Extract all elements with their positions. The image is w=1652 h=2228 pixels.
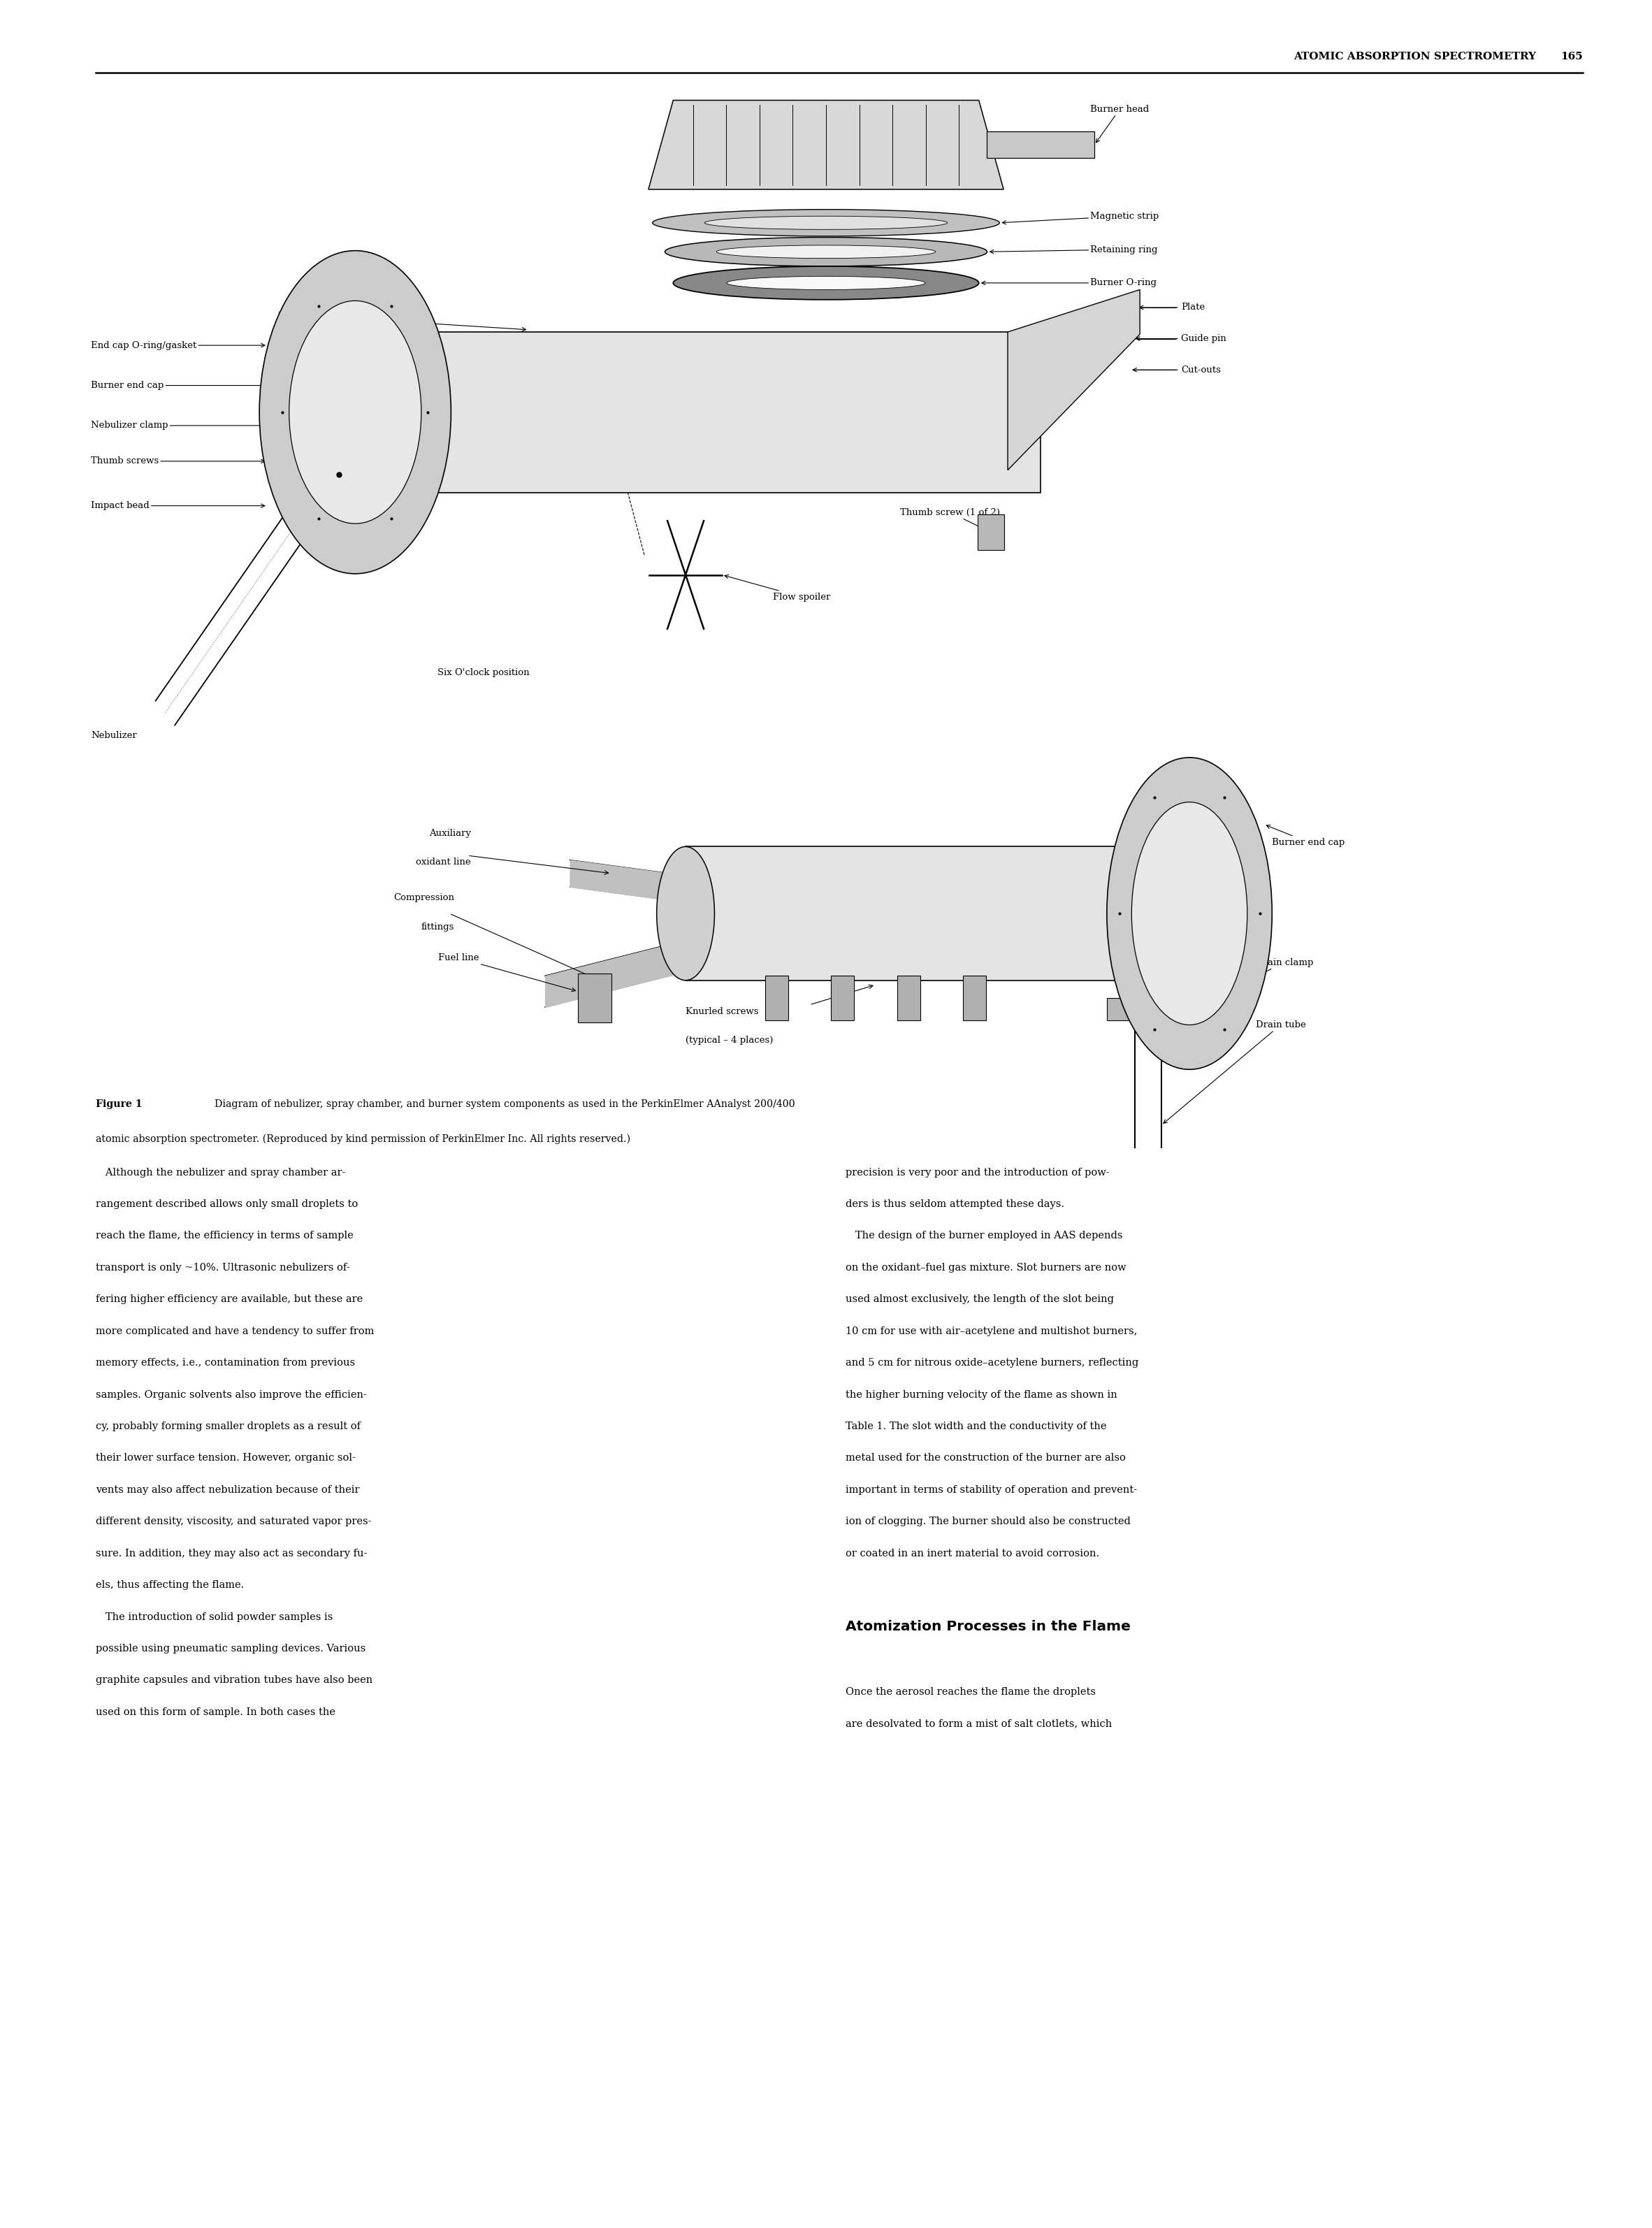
Ellipse shape bbox=[1132, 802, 1247, 1025]
Ellipse shape bbox=[289, 301, 421, 524]
Text: ion of clogging. The burner should also be constructed: ion of clogging. The burner should also … bbox=[846, 1517, 1132, 1526]
Text: Drain clamp: Drain clamp bbox=[1193, 958, 1313, 1007]
Ellipse shape bbox=[704, 216, 947, 229]
Text: Magnetic strip: Magnetic strip bbox=[1003, 212, 1160, 225]
Bar bbox=[978, 515, 1004, 550]
Text: or coated in an inert material to avoid corrosion.: or coated in an inert material to avoid … bbox=[846, 1548, 1100, 1557]
Bar bbox=[765, 976, 788, 1020]
Text: els, thus affecting the flame.: els, thus affecting the flame. bbox=[96, 1580, 244, 1591]
Ellipse shape bbox=[674, 267, 978, 301]
Text: Burner O-ring: Burner O-ring bbox=[981, 278, 1156, 287]
Text: The design of the burner employed in AAS depends: The design of the burner employed in AAS… bbox=[846, 1230, 1123, 1241]
Text: Thumb screws: Thumb screws bbox=[91, 457, 264, 466]
Ellipse shape bbox=[727, 276, 925, 290]
Ellipse shape bbox=[656, 847, 714, 980]
Polygon shape bbox=[648, 100, 1004, 189]
Text: Table 1. The slot width and the conductivity of the: Table 1. The slot width and the conducti… bbox=[846, 1421, 1107, 1430]
Polygon shape bbox=[686, 847, 1189, 980]
Text: transport is only ~10%. Ultrasonic nebulizers of-: transport is only ~10%. Ultrasonic nebul… bbox=[96, 1263, 350, 1272]
Text: Fuel line: Fuel line bbox=[438, 954, 575, 991]
Text: Atomization Processes in the Flame: Atomization Processes in the Flame bbox=[846, 1620, 1132, 1633]
Ellipse shape bbox=[259, 252, 451, 575]
Text: Six O'clock position: Six O'clock position bbox=[438, 668, 530, 677]
Text: The introduction of solid powder samples is: The introduction of solid powder samples… bbox=[96, 1613, 334, 1622]
Ellipse shape bbox=[653, 209, 999, 236]
Text: reach the flame, the efficiency in terms of sample: reach the flame, the efficiency in terms… bbox=[96, 1230, 354, 1241]
Text: used almost exclusively, the length of the slot being: used almost exclusively, the length of t… bbox=[846, 1294, 1113, 1303]
Text: important in terms of stability of operation and prevent-: important in terms of stability of opera… bbox=[846, 1486, 1137, 1495]
Text: Retaining ring: Retaining ring bbox=[990, 245, 1158, 254]
Text: Figure 1: Figure 1 bbox=[96, 1101, 142, 1110]
Text: more complicated and have a tendency to suffer from: more complicated and have a tendency to … bbox=[96, 1326, 375, 1337]
Text: cy, probably forming smaller droplets as a result of: cy, probably forming smaller droplets as… bbox=[96, 1421, 360, 1430]
Bar bbox=[963, 976, 986, 1020]
Text: ATOMIC ABSORPTION SPECTROMETRY: ATOMIC ABSORPTION SPECTROMETRY bbox=[1294, 51, 1536, 62]
Bar bbox=[897, 976, 920, 1020]
Text: Auxiliary: Auxiliary bbox=[430, 829, 471, 838]
Ellipse shape bbox=[717, 245, 935, 258]
Text: Plate: Plate bbox=[1181, 303, 1204, 312]
Text: Burner end cap: Burner end cap bbox=[91, 381, 264, 390]
Text: (typical – 4 places): (typical – 4 places) bbox=[686, 1036, 773, 1045]
Text: 10 cm for use with air–acetylene and multishot burners,: 10 cm for use with air–acetylene and mul… bbox=[846, 1326, 1138, 1337]
Text: Flow spoiler: Flow spoiler bbox=[725, 575, 831, 602]
Text: ders is thus seldom attempted these days.: ders is thus seldom attempted these days… bbox=[846, 1199, 1064, 1210]
Ellipse shape bbox=[322, 332, 388, 492]
Text: and 5 cm for nitrous oxide–acetylene burners, reflecting: and 5 cm for nitrous oxide–acetylene bur… bbox=[846, 1359, 1138, 1368]
Text: on the oxidant–fuel gas mixture. Slot burners are now: on the oxidant–fuel gas mixture. Slot bu… bbox=[846, 1263, 1127, 1272]
Text: sure. In addition, they may also act as secondary fu-: sure. In addition, they may also act as … bbox=[96, 1548, 367, 1557]
Text: possible using pneumatic sampling devices. Various: possible using pneumatic sampling device… bbox=[96, 1644, 365, 1653]
Text: graphite capsules and vibration tubes have also been: graphite capsules and vibration tubes ha… bbox=[96, 1675, 373, 1684]
Polygon shape bbox=[1008, 290, 1140, 470]
Text: samples. Organic solvents also improve the efficien-: samples. Organic solvents also improve t… bbox=[96, 1390, 367, 1399]
Bar bbox=[831, 976, 854, 1020]
Ellipse shape bbox=[664, 238, 988, 267]
Text: fering higher efficiency are available, but these are: fering higher efficiency are available, … bbox=[96, 1294, 363, 1303]
Polygon shape bbox=[355, 332, 1041, 492]
Text: their lower surface tension. However, organic sol-: their lower surface tension. However, or… bbox=[96, 1453, 355, 1464]
Text: Although the nebulizer and spray chamber ar-: Although the nebulizer and spray chamber… bbox=[96, 1167, 345, 1176]
Bar bbox=[1107, 998, 1189, 1020]
Text: Burner end cap: Burner end cap bbox=[1267, 824, 1345, 847]
Text: atomic absorption spectrometer. (Reproduced by kind permission of PerkinElmer In: atomic absorption spectrometer. (Reprodu… bbox=[96, 1134, 631, 1145]
Text: Nebulizer clamp: Nebulizer clamp bbox=[91, 421, 264, 430]
Text: used on this form of sample. In both cases the: used on this form of sample. In both cas… bbox=[96, 1707, 335, 1718]
Text: Impact bead: Impact bead bbox=[91, 501, 264, 510]
Text: Knurled screws: Knurled screws bbox=[686, 1007, 758, 1016]
Text: Compression: Compression bbox=[393, 893, 454, 902]
Ellipse shape bbox=[1107, 758, 1272, 1069]
Text: Burner head: Burner head bbox=[1090, 105, 1150, 143]
Text: memory effects, i.e., contamination from previous: memory effects, i.e., contamination from… bbox=[96, 1359, 355, 1368]
Text: 165: 165 bbox=[1561, 51, 1583, 62]
Text: Cut-outs: Cut-outs bbox=[1181, 365, 1221, 374]
Text: rangement described allows only small droplets to: rangement described allows only small dr… bbox=[96, 1199, 358, 1210]
Polygon shape bbox=[988, 131, 1095, 158]
Text: are desolvated to form a mist of salt clotlets, which: are desolvated to form a mist of salt cl… bbox=[846, 1720, 1112, 1729]
Text: oxidant line: oxidant line bbox=[416, 858, 471, 867]
Text: Guide pin: Guide pin bbox=[1181, 334, 1226, 343]
Text: Nebulizer: Nebulizer bbox=[91, 731, 137, 740]
Text: metal used for the construction of the burner are also: metal used for the construction of the b… bbox=[846, 1453, 1127, 1464]
Text: Drain tube: Drain tube bbox=[1163, 1020, 1305, 1123]
Bar bbox=[578, 974, 611, 1023]
Text: Burner chamber: Burner chamber bbox=[278, 312, 525, 332]
Text: Once the aerosol reaches the flame the droplets: Once the aerosol reaches the flame the d… bbox=[846, 1687, 1095, 1698]
Text: precision is very poor and the introduction of pow-: precision is very poor and the introduct… bbox=[846, 1167, 1110, 1176]
Text: End cap O-ring/gasket: End cap O-ring/gasket bbox=[91, 341, 264, 350]
Text: Diagram of nebulizer, spray chamber, and burner system components as used in the: Diagram of nebulizer, spray chamber, and… bbox=[208, 1101, 795, 1110]
Text: Thumb screw (1 of 2): Thumb screw (1 of 2) bbox=[900, 508, 999, 530]
Text: vents may also affect nebulization because of their: vents may also affect nebulization becau… bbox=[96, 1486, 360, 1495]
Text: fittings: fittings bbox=[421, 922, 454, 931]
Text: the higher burning velocity of the flame as shown in: the higher burning velocity of the flame… bbox=[846, 1390, 1117, 1399]
Text: different density, viscosity, and saturated vapor pres-: different density, viscosity, and satura… bbox=[96, 1517, 372, 1526]
